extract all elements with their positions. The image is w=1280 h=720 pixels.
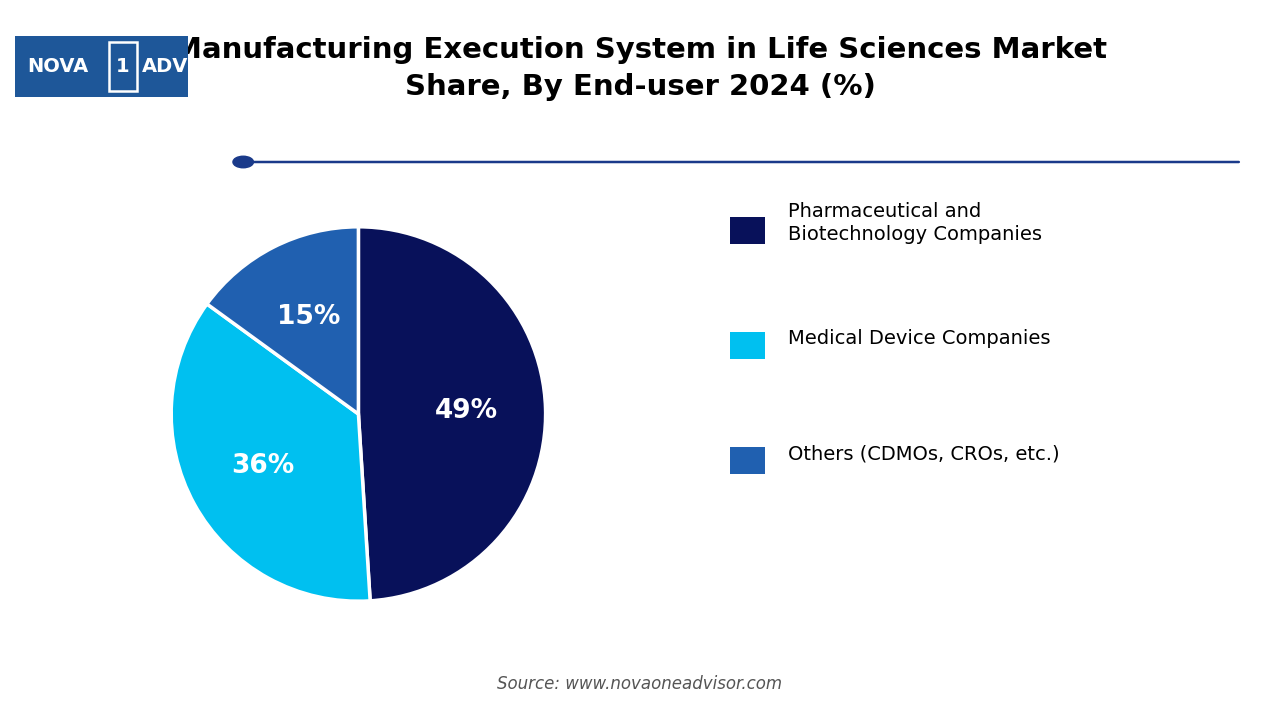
Text: ADVISOR: ADVISOR [142, 57, 241, 76]
FancyBboxPatch shape [15, 36, 188, 97]
Text: Pharmaceutical and
Biotechnology Companies: Pharmaceutical and Biotechnology Compani… [788, 202, 1042, 245]
Text: Others (CDMOs, CROs, etc.): Others (CDMOs, CROs, etc.) [788, 444, 1060, 463]
Text: NOVA: NOVA [27, 57, 88, 76]
FancyBboxPatch shape [730, 332, 765, 359]
Text: 49%: 49% [435, 397, 498, 423]
Text: 15%: 15% [278, 305, 340, 330]
Wedge shape [207, 227, 358, 414]
Wedge shape [172, 304, 370, 601]
Circle shape [233, 156, 253, 168]
Text: Manufacturing Execution System in Life Sciences Market
Share, By End-user 2024 (: Manufacturing Execution System in Life S… [173, 36, 1107, 101]
FancyBboxPatch shape [730, 217, 765, 244]
Wedge shape [358, 227, 545, 600]
Text: Source: www.novaoneadvisor.com: Source: www.novaoneadvisor.com [498, 675, 782, 693]
Text: 36%: 36% [232, 454, 294, 480]
Text: 1: 1 [116, 57, 129, 76]
FancyBboxPatch shape [730, 447, 765, 474]
Text: Medical Device Companies: Medical Device Companies [788, 329, 1051, 348]
